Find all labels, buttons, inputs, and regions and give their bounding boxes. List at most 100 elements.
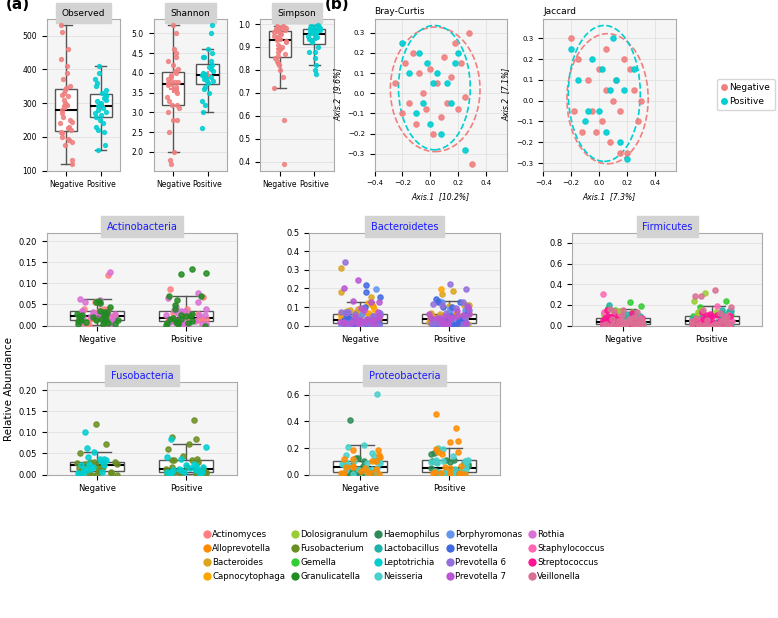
Point: [413, 68, 426, 78]
Point: [338, 257, 351, 267]
Point: [366, 319, 379, 329]
Point: [355, 303, 367, 313]
Point: [335, 459, 348, 469]
Point: [274, 65, 286, 75]
Point: [165, 72, 177, 82]
Point: [174, 269, 187, 279]
Point: [171, 77, 184, 87]
Point: [427, 468, 440, 478]
Point: [163, 317, 176, 327]
Point: [706, 318, 719, 328]
Point: [82, 452, 94, 462]
Point: [453, 316, 465, 326]
Point: [620, 314, 633, 324]
Point: [715, 320, 727, 330]
Point: [457, 318, 469, 328]
Point: [434, 320, 447, 329]
Point: [340, 451, 352, 460]
Point: [102, 318, 114, 328]
Point: [280, 23, 293, 33]
Point: [340, 320, 352, 330]
Point: [447, 316, 459, 326]
Point: [269, 54, 282, 64]
Point: [373, 456, 385, 466]
Point: [601, 321, 613, 331]
Point: [189, 316, 202, 326]
Point: [349, 315, 361, 325]
Point: [349, 317, 362, 327]
Point: [619, 318, 632, 328]
Point: [303, 34, 315, 44]
PathPatch shape: [422, 313, 476, 323]
Point: [447, 455, 460, 465]
PathPatch shape: [159, 460, 213, 472]
Point: [433, 313, 446, 323]
Point: [612, 316, 625, 326]
Point: [93, 68, 105, 78]
Point: [598, 321, 611, 331]
Point: [352, 320, 365, 329]
Point: [360, 314, 373, 324]
Point: [453, 469, 465, 479]
Point: [177, 467, 190, 477]
Point: [58, 88, 70, 98]
Point: [83, 468, 96, 478]
Point: [165, 159, 177, 169]
Point: [373, 458, 386, 468]
Point: [197, 465, 209, 475]
Point: [436, 302, 449, 312]
Point: [619, 318, 632, 328]
Point: [170, 302, 182, 312]
Point: [437, 456, 450, 466]
Point: [597, 320, 609, 330]
Point: [626, 318, 638, 328]
Point: [304, 27, 317, 37]
Point: [455, 313, 468, 323]
Point: [279, 116, 291, 125]
Point: [100, 95, 113, 104]
Point: [180, 311, 193, 321]
Point: [457, 320, 469, 329]
Point: [371, 389, 384, 399]
Point: [450, 303, 463, 313]
Title: Observed: Observed: [61, 9, 105, 18]
Point: [715, 310, 727, 320]
Point: [163, 291, 175, 301]
Point: [101, 307, 114, 317]
Point: [74, 294, 86, 304]
Point: [614, 106, 626, 116]
Point: [457, 468, 470, 478]
X-axis label: Axis.1  [7.3%]: Axis.1 [7.3%]: [583, 192, 636, 201]
Point: [92, 125, 104, 135]
Point: [602, 311, 615, 321]
Point: [205, 28, 218, 38]
Point: [78, 304, 90, 314]
Point: [460, 284, 472, 294]
Point: [630, 318, 643, 328]
Point: [463, 309, 475, 319]
Point: [710, 307, 722, 317]
Point: [56, 27, 68, 37]
Point: [338, 315, 350, 325]
Point: [75, 460, 88, 470]
PathPatch shape: [596, 318, 650, 324]
Point: [198, 52, 210, 62]
Point: [172, 308, 184, 318]
Point: [432, 442, 444, 452]
Point: [369, 311, 381, 321]
Point: [199, 99, 212, 109]
Point: [109, 319, 121, 329]
Point: [206, 20, 219, 30]
Point: [724, 320, 736, 330]
Point: [360, 280, 373, 290]
Point: [314, 23, 326, 33]
Point: [687, 296, 699, 306]
Point: [338, 316, 350, 326]
Point: [310, 26, 323, 36]
Point: [423, 308, 436, 318]
Point: [105, 468, 117, 478]
Point: [170, 116, 183, 125]
Point: [429, 467, 442, 477]
Point: [58, 85, 71, 95]
Point: [181, 321, 194, 331]
